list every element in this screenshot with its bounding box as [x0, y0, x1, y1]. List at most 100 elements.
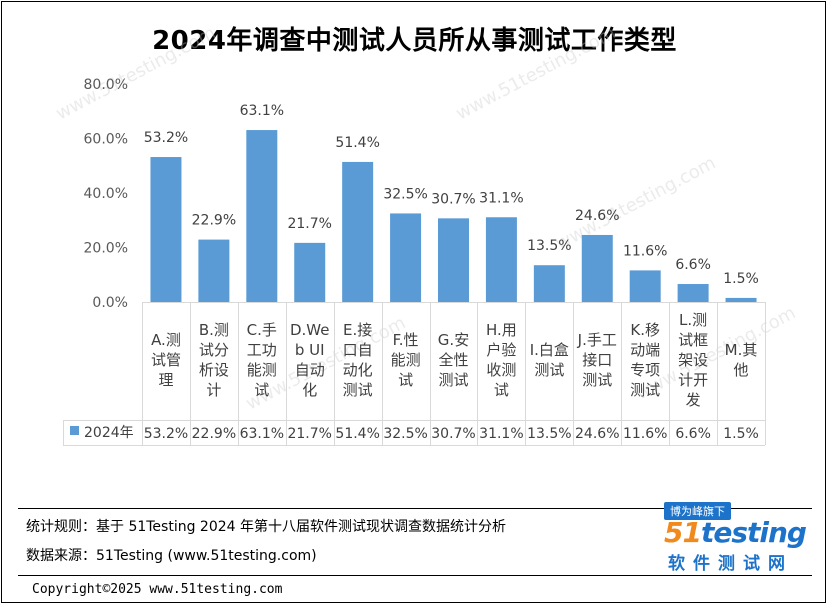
- x-category-label: 化: [302, 381, 317, 399]
- data-label: 1.5%: [723, 271, 759, 287]
- logo-name: testing: [700, 516, 807, 549]
- x-category-label: 自动: [295, 361, 325, 379]
- logo-subtitle: 软件测试网: [668, 554, 793, 574]
- x-category-label: b UI: [295, 341, 325, 359]
- table-value: 6.6%: [675, 426, 711, 442]
- bar: [533, 265, 565, 302]
- bar: [725, 297, 757, 302]
- x-category-label: 测试: [630, 381, 660, 399]
- y-tick-label: 40.0%: [84, 186, 128, 202]
- x-category-label: 测试: [438, 371, 468, 389]
- data-label: 51.4%: [335, 135, 379, 151]
- bar: [485, 217, 517, 302]
- x-category-label: C.手: [247, 321, 277, 339]
- data-label: 32.5%: [383, 186, 427, 202]
- table-value: 31.1%: [479, 426, 523, 442]
- table-value: 11.6%: [623, 426, 667, 442]
- table-value: 24.6%: [575, 426, 619, 442]
- data-label: 53.2%: [144, 130, 188, 146]
- x-category-label: 收测: [486, 361, 516, 379]
- x-category-label: 能测: [391, 351, 421, 369]
- x-category-label: 试: [254, 381, 269, 399]
- data-label: 11.6%: [623, 243, 667, 259]
- stat-rule-text: 统计规则：基于 51Testing 2024 年第十八届软件测试现状调查数据统计…: [26, 519, 507, 535]
- logo-tag: 博为峰旗下: [664, 502, 731, 520]
- bar-chart: www.51testing.com www.51testing.com www.51…: [52, 22, 799, 446]
- x-category-label: 测试: [534, 361, 564, 379]
- x-category-label: D.We: [290, 321, 330, 339]
- data-label: 63.1%: [240, 103, 284, 119]
- copyright-divider: [18, 575, 812, 576]
- x-category-label: 试管: [151, 351, 181, 369]
- table-value: 32.5%: [383, 426, 427, 442]
- bar: [438, 218, 469, 302]
- x-category-label: 工功: [247, 341, 277, 359]
- bar: [581, 234, 613, 302]
- y-tick-label: 0.0%: [92, 295, 128, 311]
- watermark-text: www.51testing.com: [552, 152, 719, 254]
- x-category-label: 试框: [678, 331, 708, 349]
- x-category-label: 接口: [582, 351, 612, 369]
- x-category-label: 测试: [582, 371, 612, 389]
- bar: [246, 130, 278, 302]
- x-category-label: 理: [158, 371, 173, 389]
- x-category-label: M.其: [725, 341, 758, 359]
- x-category-label: K.移: [630, 321, 660, 339]
- table-value: 1.5%: [723, 426, 759, 442]
- data-label: 22.9%: [192, 213, 236, 229]
- x-category-label: H.用: [486, 321, 517, 339]
- x-category-label: L.测: [679, 311, 707, 329]
- legend-label: 2024年: [84, 425, 134, 441]
- x-category-label: 试: [494, 381, 509, 399]
- x-category-label: I.白盒: [530, 341, 569, 359]
- x-category-label: 他: [734, 361, 749, 379]
- 51testing-logo: 博为峰旗下 51testing 软件测试网: [660, 502, 812, 574]
- x-category-label: 户验: [486, 341, 516, 359]
- data-source-text: 数据来源：51Testing (www.51testing.com): [26, 548, 317, 564]
- x-category-label: 动端: [630, 341, 660, 359]
- data-label: 6.6%: [675, 257, 711, 273]
- data-label: 30.7%: [431, 191, 475, 207]
- bar: [629, 270, 661, 302]
- x-category-label: A.测: [151, 331, 181, 349]
- x-category-label: 发: [686, 391, 701, 409]
- x-category-label: 测试: [343, 381, 373, 399]
- legend-swatch: [70, 426, 79, 435]
- data-label: 13.5%: [527, 238, 571, 254]
- x-category-label: 析设: [199, 361, 229, 379]
- table-value: 22.9%: [192, 426, 236, 442]
- x-category-label: 试分: [199, 341, 229, 359]
- footer-divider: [18, 508, 812, 509]
- watermark-text: www.51testing.com: [52, 22, 219, 124]
- bar: [677, 284, 709, 302]
- table-value: 53.2%: [144, 426, 188, 442]
- bar: [390, 213, 422, 302]
- bar: [342, 161, 374, 302]
- bar: [294, 242, 326, 302]
- table-value: 13.5%: [527, 426, 571, 442]
- data-label: 31.1%: [479, 190, 523, 206]
- x-category-label: 架设: [678, 351, 708, 369]
- chart-title: 2024年调查中测试人员所从事测试工作类型: [152, 26, 677, 56]
- table-value: 21.7%: [287, 426, 331, 442]
- table-value: 30.7%: [431, 426, 475, 442]
- y-tick-label: 20.0%: [84, 241, 128, 257]
- x-category-label: F.性: [393, 331, 419, 349]
- y-tick-label: 60.0%: [84, 132, 128, 148]
- bar: [198, 239, 230, 302]
- x-category-label: E.接: [343, 321, 372, 339]
- logo-number: 51: [664, 516, 702, 549]
- x-category-label: 动化: [343, 361, 373, 379]
- data-label: 21.7%: [287, 216, 331, 232]
- table-value: 51.4%: [335, 426, 379, 442]
- y-tick-label: 80.0%: [84, 77, 128, 93]
- x-category-label: 口自: [343, 341, 373, 359]
- x-category-label: B.测: [199, 321, 229, 339]
- x-category-label: 全性: [438, 351, 468, 369]
- data-label: 24.6%: [575, 208, 619, 224]
- logo-wordmark: 51testing: [664, 516, 807, 549]
- x-category-label: 计开: [678, 371, 708, 389]
- watermark-text: www.51testing.com: [452, 22, 619, 124]
- x-category-label: J.手工: [577, 331, 617, 349]
